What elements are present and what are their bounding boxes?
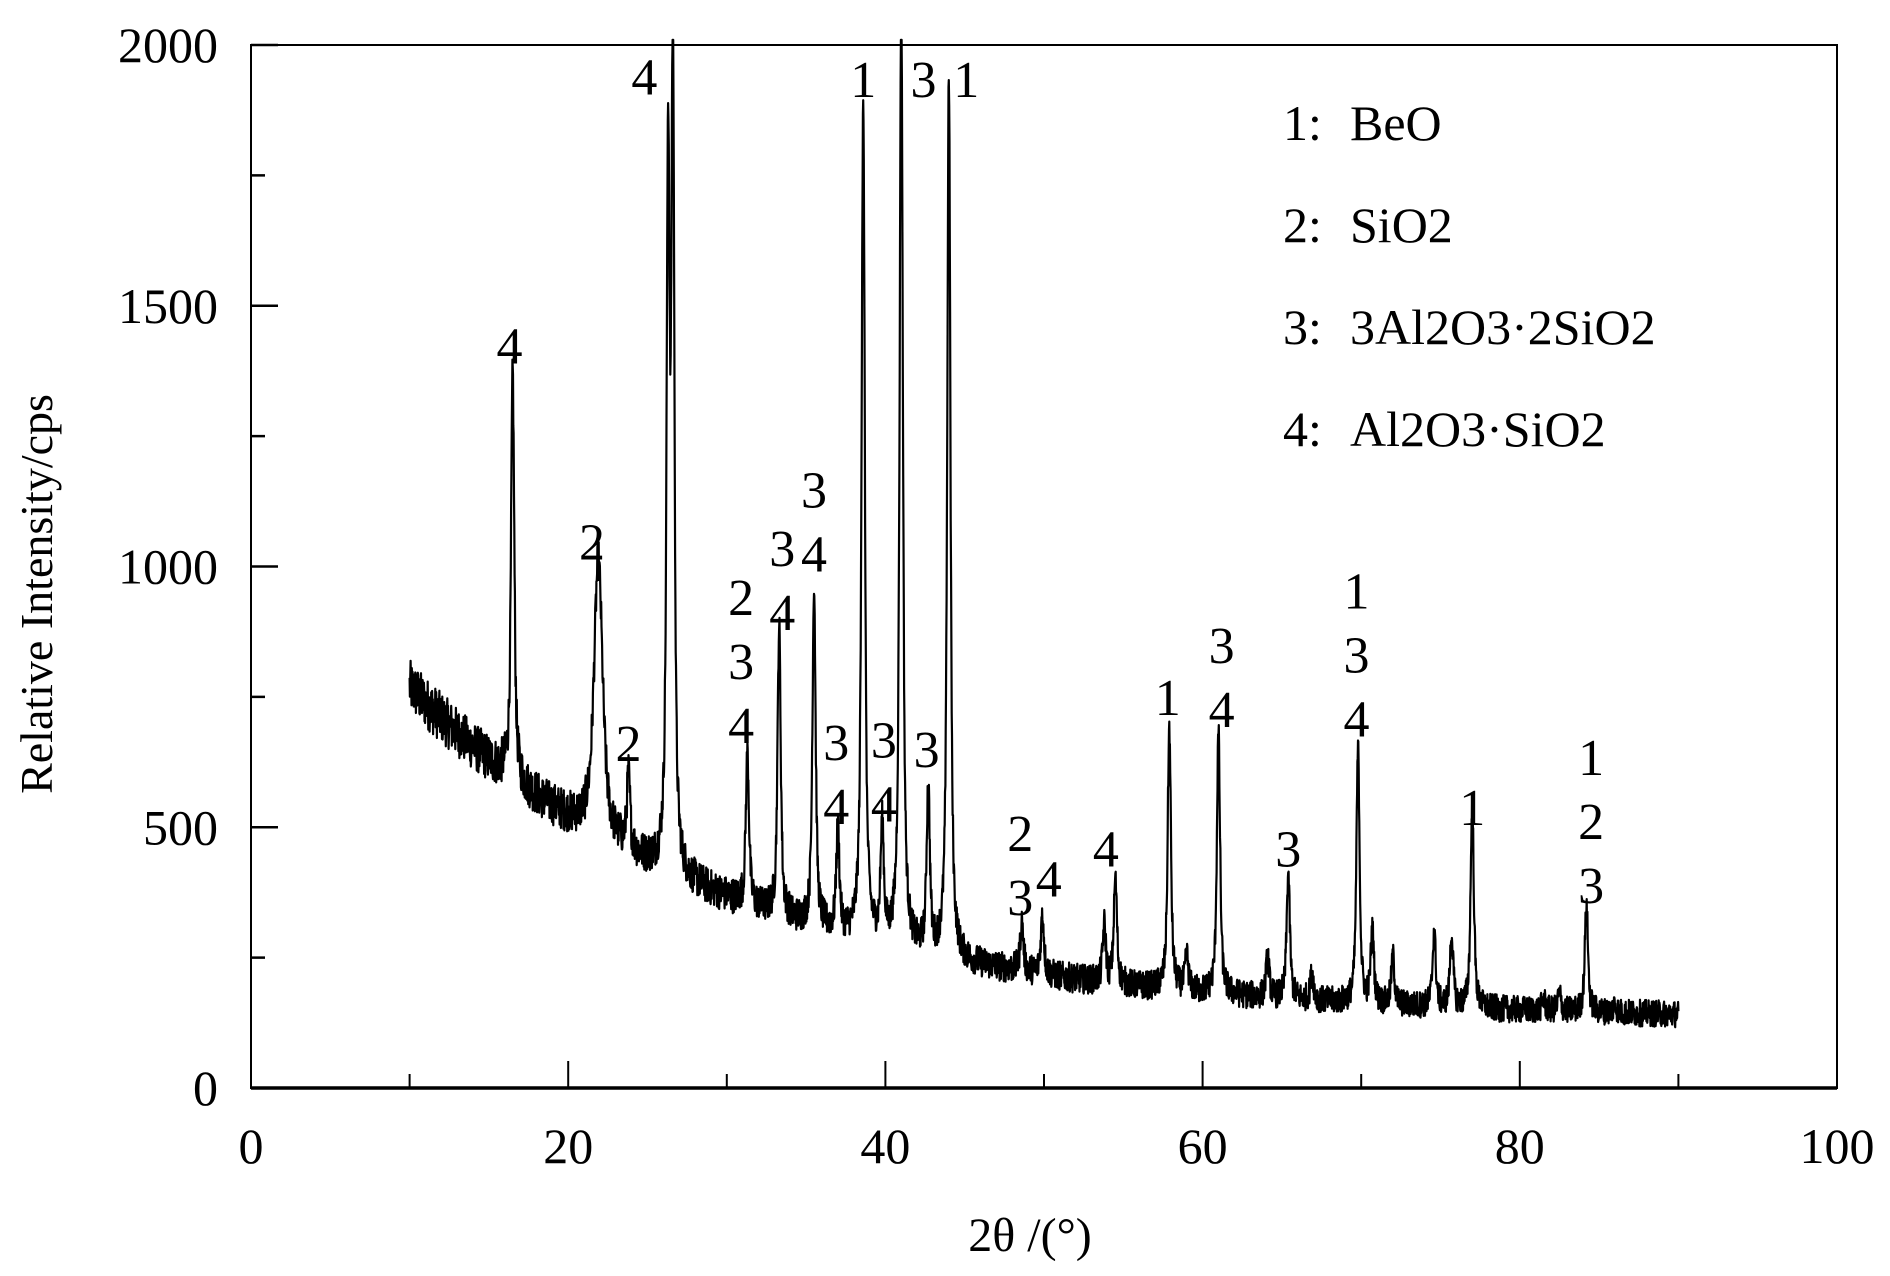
peak-label: 3 [823, 715, 849, 772]
peak-label: 3 [914, 722, 940, 779]
peak-label: 3 [1209, 618, 1235, 675]
peak-label: 1 [1343, 564, 1369, 621]
legend-entry: 2: SiO2 [1283, 200, 1453, 250]
peak-label: 4 [769, 585, 795, 642]
peak-label: 3 [871, 713, 897, 770]
peak-label: 4 [1036, 852, 1062, 909]
legend-key: 1: [1283, 95, 1322, 151]
peak-label: 3 [1007, 870, 1033, 927]
peak-label: 2 [728, 570, 754, 627]
peak-label: 2 [1007, 806, 1033, 863]
legend-label: BeO [1350, 95, 1442, 151]
x-tick-label: 80 [1495, 1118, 1545, 1174]
peak-label: 3 [1578, 858, 1604, 915]
y-tick-label: 0 [193, 1060, 218, 1116]
peak-label: 3 [1343, 628, 1369, 685]
legend-label: SiO2 [1350, 197, 1453, 253]
peak-label: 4 [1093, 821, 1119, 878]
peak-label: 4 [823, 779, 849, 836]
legend-label: Al2O3·SiO2 [1350, 401, 1606, 457]
x-tick-label: 0 [239, 1118, 264, 1174]
y-tick-label: 1500 [118, 278, 218, 334]
peak-label: 1 [850, 52, 876, 109]
peak-label: 1 [1578, 730, 1604, 787]
x-axis-title: 2θ /(°) [968, 1209, 1092, 1262]
diffraction-trace [408, 38, 1680, 1029]
legend-entry: 3: 3Al2O3·2SiO2 [1283, 302, 1656, 352]
y-tick-label: 500 [143, 799, 218, 855]
peak-label: 3 [1275, 821, 1301, 878]
peak-label: 2 [615, 716, 641, 773]
x-tick-label: 60 [1178, 1118, 1228, 1174]
legend-key: 4: [1283, 401, 1322, 457]
x-tick-label: 40 [860, 1118, 910, 1174]
peak-label: 4 [1209, 682, 1235, 739]
legend-label: 3Al2O3·2SiO2 [1350, 299, 1656, 355]
legend-key: 2: [1283, 197, 1322, 253]
peak-label: 1 [1155, 670, 1181, 727]
x-tick-label: 20 [543, 1118, 593, 1174]
y-tick-label: 2000 [118, 17, 218, 73]
peak-label: 1 [1459, 780, 1485, 837]
peak-label: 3 [728, 634, 754, 691]
peak-label: 4 [871, 777, 897, 834]
legend-entry: 1: BeO [1283, 98, 1442, 148]
peak-label: 3 [769, 521, 795, 578]
x-tick-label: 100 [1800, 1118, 1875, 1174]
legend-key: 3: [1283, 299, 1322, 355]
peak-label: 4 [1343, 692, 1369, 749]
peak-label: 4 [497, 319, 523, 376]
legend-entry: 4: Al2O3·SiO2 [1283, 404, 1606, 454]
peak-label: 4 [728, 698, 754, 755]
peak-label: 2 [579, 515, 605, 572]
peak-label: 2 [1578, 794, 1604, 851]
peak-label: 3 [910, 52, 936, 109]
peak-label: 1 [953, 52, 979, 109]
y-tick-label: 1000 [118, 539, 218, 595]
peak-label: 3 [801, 463, 827, 520]
y-axis-title: Relative Intensity/cps [11, 394, 62, 794]
peak-label: 4 [631, 50, 657, 107]
peak-label: 4 [801, 527, 827, 584]
